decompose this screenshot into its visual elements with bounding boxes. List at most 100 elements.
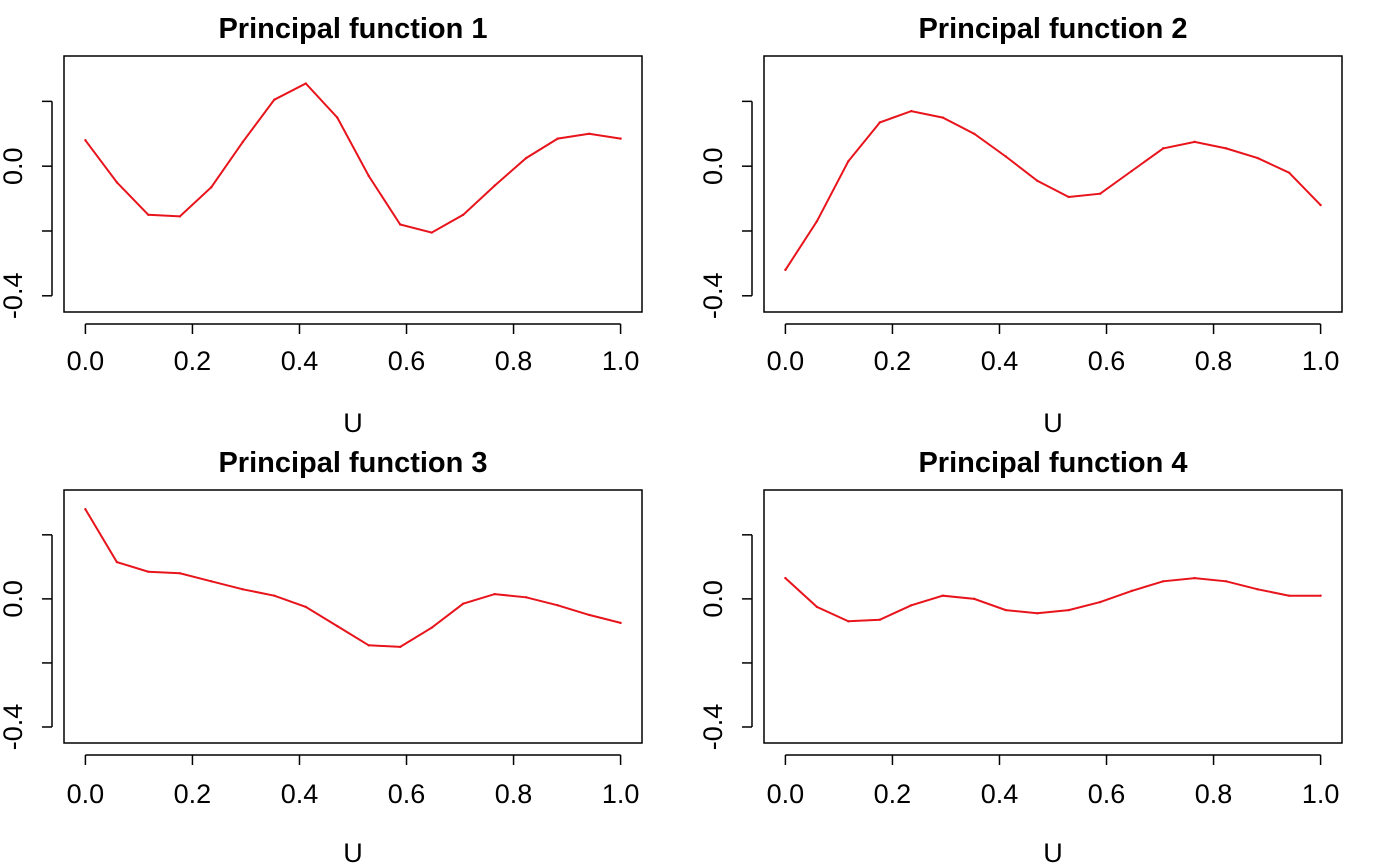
data-point [1193, 576, 1196, 580]
chart-panel-4: Principal function 4 0.0 0.2 0.4 0.6 0.8 1.0 U -… [698, 447, 1343, 865]
data-point [399, 645, 402, 649]
data-point [273, 98, 276, 101]
data-point [1224, 147, 1228, 150]
x-tick-label: 1.0 [602, 346, 640, 376]
data-point [1224, 580, 1228, 583]
data-point [273, 594, 276, 597]
data-point [1067, 195, 1070, 199]
data-point [784, 268, 787, 272]
data-point [1036, 612, 1039, 615]
data-point [115, 560, 119, 564]
x-axis-label: U [1043, 408, 1063, 438]
data-point [336, 624, 339, 628]
data-point [399, 223, 402, 226]
data-point [178, 215, 182, 218]
x-tick-label: 1.0 [602, 779, 640, 809]
data-point [878, 618, 882, 621]
data-point [210, 186, 213, 189]
x-tick-label: 0.0 [67, 779, 105, 809]
data-point [815, 220, 819, 223]
data-point [1004, 608, 1007, 612]
data-point [1099, 192, 1102, 195]
x-tick-label: 0.4 [981, 346, 1019, 376]
data-point [84, 508, 87, 511]
data-point [336, 116, 339, 119]
chart-title: Principal function 4 [918, 447, 1187, 479]
data-point [241, 140, 245, 144]
x-tick-label: 0.4 [981, 779, 1019, 809]
data-point [1287, 594, 1291, 597]
data-point [367, 644, 370, 647]
y-tick-label: -0.4 [0, 273, 28, 320]
plot-frame [763, 55, 1343, 313]
x-tick-label: 1.0 [1302, 779, 1340, 809]
data-point [304, 605, 307, 609]
series-line [84, 82, 621, 234]
data-point [973, 132, 976, 135]
data-point [910, 109, 913, 113]
x-tick-label: 0.2 [874, 779, 912, 809]
x-axis-label: U [343, 408, 363, 438]
data-point [1004, 155, 1007, 158]
series-line [784, 110, 1322, 271]
y-tick-label: 0.0 [698, 580, 728, 618]
x-tick-label: 0.8 [1195, 346, 1233, 376]
data-point [1256, 588, 1259, 591]
data-point [973, 597, 976, 601]
data-point [587, 613, 591, 617]
data-point [1130, 589, 1133, 593]
y-tick-label: 0.0 [0, 580, 28, 618]
y-tick-label: 0.0 [698, 147, 728, 185]
data-point [587, 132, 591, 135]
data-point [304, 82, 307, 85]
x-tick-label: 1.0 [1302, 346, 1340, 376]
data-point [493, 592, 496, 596]
data-point [178, 572, 182, 575]
series-line [84, 508, 621, 648]
x-axis-label: U [1043, 838, 1063, 865]
data-point [84, 139, 87, 142]
x-tick-label: 0.0 [767, 779, 805, 809]
data-point [367, 174, 370, 178]
data-point [524, 156, 528, 160]
x-tick-label: 0.0 [67, 346, 105, 376]
x-tick-label: 0.4 [281, 779, 319, 809]
series-line [784, 577, 1321, 623]
data-point [115, 181, 119, 184]
x-tick-label: 0.2 [174, 346, 212, 376]
data-point [1161, 147, 1165, 150]
data-point [941, 116, 945, 119]
x-tick-label: 0.8 [1195, 779, 1233, 809]
y-tick-label: -0.4 [698, 704, 728, 751]
chart-title: Principal function 2 [918, 13, 1187, 45]
data-point [847, 620, 850, 623]
data-point [619, 137, 622, 140]
data-point [1036, 179, 1039, 182]
data-point [461, 602, 465, 605]
data-point [461, 213, 465, 216]
x-tick-label: 0.6 [388, 779, 426, 809]
data-point [941, 594, 945, 597]
x-tick-label: 0.4 [281, 346, 319, 376]
data-point [784, 576, 787, 580]
data-point [430, 231, 433, 234]
data-point [493, 184, 496, 187]
data-point [847, 160, 850, 163]
data-point [1319, 594, 1322, 597]
chart-panel-3: Principal function 3 0.0 0.2 0.4 0.6 0.8 1.0 U -… [0, 447, 643, 865]
data-point [1099, 600, 1102, 604]
data-point [1319, 203, 1322, 207]
x-tick-label: 0.0 [767, 346, 805, 376]
data-point [1161, 580, 1165, 583]
x-tick-label: 0.2 [174, 779, 212, 809]
chart-panel-2: Principal function 2 0.0 0.2 0.4 0.6 0.8 1.0 U -… [698, 13, 1343, 438]
data-point [430, 626, 433, 629]
data-point [910, 604, 913, 607]
x-tick-label: 0.6 [1088, 779, 1126, 809]
y-tick-label: -0.4 [698, 273, 728, 320]
data-point [147, 213, 150, 216]
y-tick-label: 0.0 [0, 147, 28, 185]
x-axis-label: U [343, 838, 363, 865]
data-point [210, 580, 213, 583]
